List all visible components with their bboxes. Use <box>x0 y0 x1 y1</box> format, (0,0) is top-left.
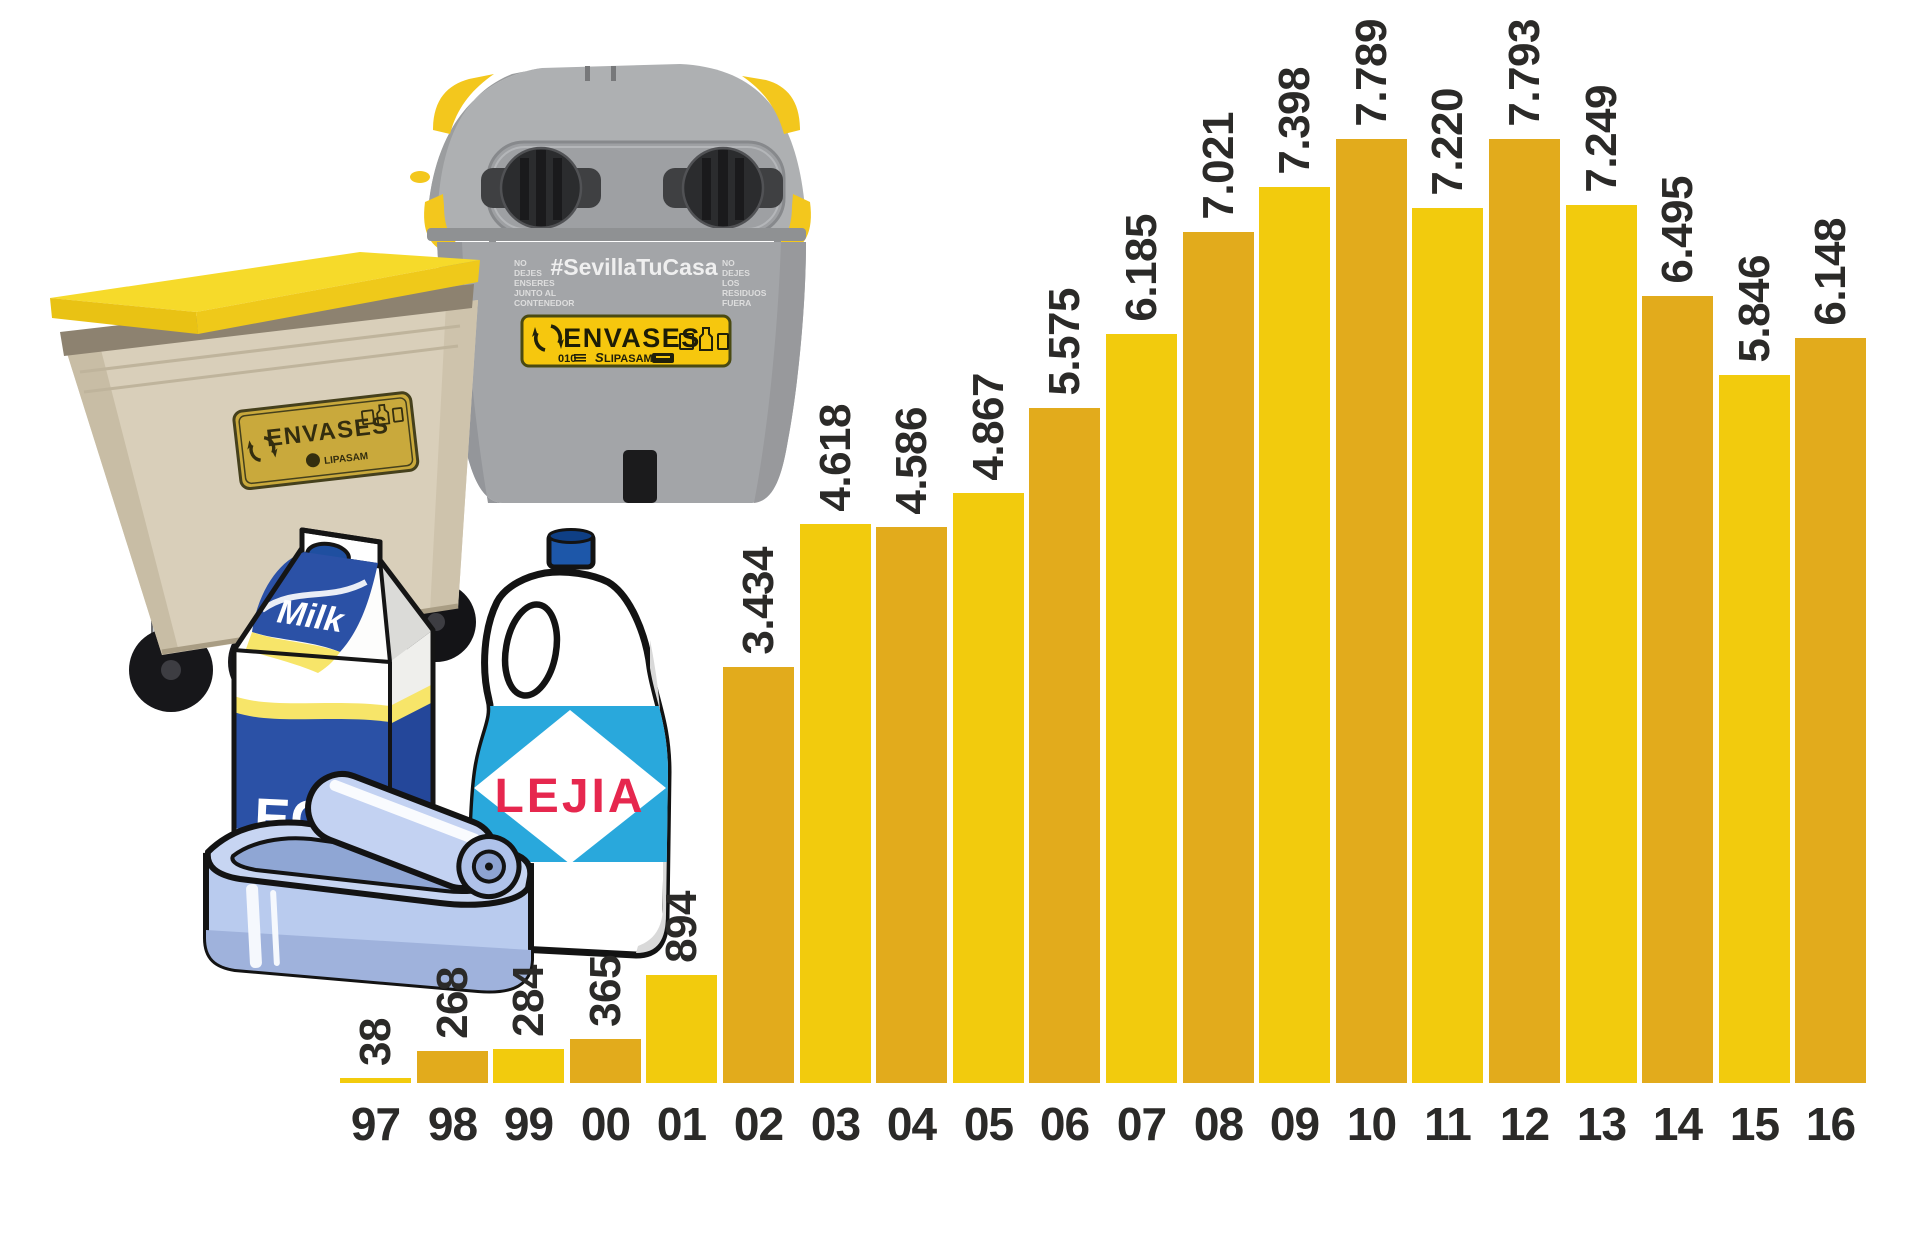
x-axis-label: 99 <box>503 1098 554 1150</box>
bar-01 <box>646 975 717 1083</box>
bar-value-label: 894 <box>656 891 706 963</box>
tin-can-illustration <box>203 771 534 994</box>
bar-value-label: 5.575 <box>1039 288 1089 396</box>
recycle-icon <box>247 435 278 462</box>
svg-text:ENVASES: ENVASES <box>563 323 701 353</box>
hashtag-text: #SevillaTuCasa <box>550 254 717 280</box>
bar-10 <box>1336 139 1407 1083</box>
bar-00 <box>570 1039 641 1083</box>
x-axis-label: 98 <box>427 1098 478 1150</box>
port-right-icon <box>663 146 783 230</box>
svg-text:LIPASAM: LIPASAM <box>604 353 653 365</box>
svg-text:RESIDUOS: RESIDUOS <box>722 288 767 298</box>
bar-value-label: 4.586 <box>886 407 936 515</box>
bar-15 <box>1719 375 1790 1083</box>
svg-text:NO: NO <box>722 258 735 268</box>
bleach-bottle-illustration: LEJIA <box>465 528 673 956</box>
x-axis-label: 13 <box>1576 1098 1627 1150</box>
svg-text:CONTENEDOR: CONTENEDOR <box>514 298 574 308</box>
svg-text:JUNTO AL: JUNTO AL <box>514 288 556 298</box>
x-axis-label: 15 <box>1729 1098 1780 1150</box>
bar-11 <box>1412 208 1483 1083</box>
x-axis-label: 12 <box>1499 1098 1550 1150</box>
bar-value-label: 7.793 <box>1499 19 1549 127</box>
lejia-text: LEJIA <box>494 770 645 823</box>
bar-value-label: 5.846 <box>1729 255 1779 363</box>
x-axis-label: 14 <box>1652 1098 1703 1150</box>
bar-07 <box>1106 334 1177 1083</box>
x-axis-label: 02 <box>733 1098 784 1150</box>
left-note-text: NO DEJES ENSERES JUNTO AL CONTENEDOR <box>514 258 574 308</box>
svg-text:NO: NO <box>514 258 527 268</box>
bar-value-label: 6.185 <box>1116 214 1166 322</box>
bar-value-label: 7.789 <box>1346 19 1396 127</box>
x-axis-label: 09 <box>1269 1098 1320 1150</box>
bar-value-label: 365 <box>580 955 630 1027</box>
envases-sticker: ENVASES 010 S LIPASAM <box>520 314 732 368</box>
bar-16 <box>1795 338 1866 1083</box>
bar-value-label: 7.398 <box>1269 67 1319 175</box>
svg-text:LOS: LOS <box>722 278 740 288</box>
x-axis-label: 01 <box>656 1098 707 1150</box>
bar-value-label: 3.434 <box>733 547 783 655</box>
bar-97 <box>340 1078 411 1083</box>
svg-text:010: 010 <box>558 353 576 365</box>
x-axis-label: 97 <box>350 1098 401 1150</box>
rolled-lid-icon <box>305 771 522 900</box>
x-axis-label: 07 <box>1116 1098 1167 1150</box>
svg-text:FUERA: FUERA <box>722 298 751 308</box>
x-axis-label: 00 <box>580 1098 631 1150</box>
packaging-pictograms-icon <box>679 327 729 351</box>
bar-value-label: 6.495 <box>1652 176 1702 284</box>
bar-value-label: 7.021 <box>1193 112 1243 220</box>
bar-value-label: 7.249 <box>1576 85 1626 193</box>
x-axis-label: 16 <box>1805 1098 1856 1150</box>
yellow-corner-top-left <box>433 74 494 134</box>
packaging-pictograms-icon <box>360 403 404 426</box>
x-axis-label: 03 <box>810 1098 861 1150</box>
bar-value-label: 4.867 <box>963 373 1013 481</box>
bar-12 <box>1489 139 1560 1083</box>
bar-value-label: 6.148 <box>1805 218 1855 326</box>
bar-09 <box>1259 187 1330 1083</box>
bar-99 <box>493 1049 564 1083</box>
bar-13 <box>1566 205 1637 1083</box>
x-axis-label: 04 <box>886 1098 937 1150</box>
bar-value-label: 38 <box>350 1018 400 1066</box>
x-axis-label: 05 <box>963 1098 1014 1150</box>
bar-value-label: 284 <box>503 965 553 1037</box>
envases-sticker: ENVASES LIPASAM <box>232 391 420 491</box>
svg-text:LIPASAM: LIPASAM <box>324 451 369 467</box>
svg-text:DEJES: DEJES <box>722 268 750 278</box>
yellow-corner-top-right <box>742 76 800 134</box>
bar-03 <box>800 524 871 1083</box>
x-axis-label: 08 <box>1193 1098 1244 1150</box>
x-axis-label: 06 <box>1039 1098 1090 1150</box>
bar-05 <box>953 493 1024 1083</box>
bar-value-label: 4.618 <box>810 404 860 512</box>
bar-value-label: 7.220 <box>1422 88 1472 196</box>
bar-14 <box>1642 296 1713 1083</box>
x-axis-label: 10 <box>1346 1098 1397 1150</box>
recycle-icon <box>532 324 564 352</box>
port-left-icon <box>481 146 601 230</box>
bar-02 <box>723 667 794 1083</box>
right-note-text: NO DEJES LOS RESIDUOS FUERA <box>722 258 767 308</box>
bar-98 <box>417 1051 488 1083</box>
container-body <box>437 242 806 503</box>
bar-08 <box>1183 232 1254 1083</box>
bar-06 <box>1029 408 1100 1083</box>
svg-text:ENSERES: ENSERES <box>514 278 555 288</box>
svg-text:DEJES: DEJES <box>514 268 542 278</box>
x-axis-label: 11 <box>1424 1098 1472 1150</box>
bar-value-label: 268 <box>427 967 477 1039</box>
svg-text:S: S <box>595 350 604 365</box>
bottle-cap-icon <box>546 528 596 570</box>
bar-04 <box>876 527 947 1083</box>
